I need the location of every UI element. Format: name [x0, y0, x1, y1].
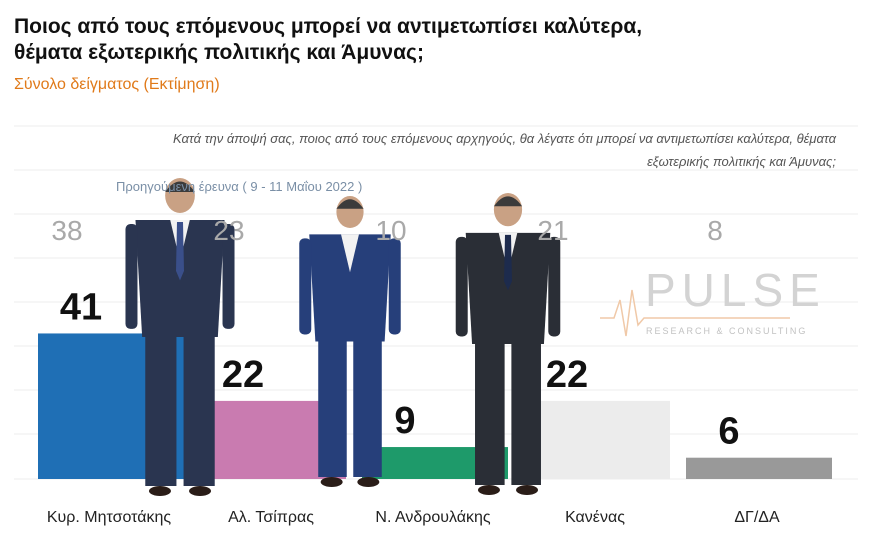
category-label-mitsotakis: Κυρ. Μητσοτάκης: [47, 509, 172, 526]
current-values: 41 22 9 22 6: [60, 286, 740, 452]
person-mitsotakis: [125, 178, 235, 496]
current-value-mitsotakis: 41: [60, 286, 102, 328]
pulse-logo: PULSE RESEARCH & CONSULTING: [600, 264, 826, 337]
previous-value-mitsotakis: 38: [51, 215, 82, 246]
category-label-androulakis: Ν. Ανδρουλάκης: [375, 509, 491, 526]
previous-value-dgda: 8: [707, 215, 723, 246]
chart-title: Ποιος από τους επόμενους μπορεί να αντιμ…: [14, 15, 643, 64]
previous-survey-label: Προηγούμενη έρευνα ( 9 - 11 Μαΐου 2022 ): [116, 179, 363, 194]
survey-question: Κατά την άποψή σας, ποιος από τους επόμε…: [173, 131, 836, 169]
category-label-kanenas: Κανένας: [565, 509, 625, 526]
previous-value-kanenas: 21: [537, 215, 568, 246]
logo-pulse-line: [600, 289, 790, 337]
logo-name: PULSE: [645, 264, 826, 316]
leader-photos: [125, 178, 561, 496]
bar-dgda: [686, 457, 832, 479]
previous-value-tsipras: 23: [213, 215, 244, 246]
current-value-tsipras: 22: [222, 354, 264, 396]
previous-value-androulakis: 10: [375, 215, 406, 246]
person-androulakis: [455, 193, 561, 495]
person-tsipras: [299, 196, 401, 487]
current-value-dgda: 6: [718, 411, 739, 453]
category-label-tsipras: Αλ. Τσίπρας: [228, 509, 314, 526]
category-label-dgda: ΔΓ/ΔΑ: [734, 509, 780, 526]
previous-values: 38 23 10 21 8: [51, 215, 722, 246]
current-value-kanenas: 22: [546, 354, 588, 396]
logo-tagline: RESEARCH & CONSULTING: [646, 326, 807, 336]
bar-kanenas: [524, 400, 670, 479]
category-labels: Κυρ. Μητσοτάκης Αλ. Τσίπρας Ν. Ανδρουλάκης…: [47, 509, 780, 526]
current-value-androulakis: 9: [394, 400, 415, 442]
chart-subtitle: Σύνολο δείγματος (Εκτίμηση): [14, 76, 220, 93]
